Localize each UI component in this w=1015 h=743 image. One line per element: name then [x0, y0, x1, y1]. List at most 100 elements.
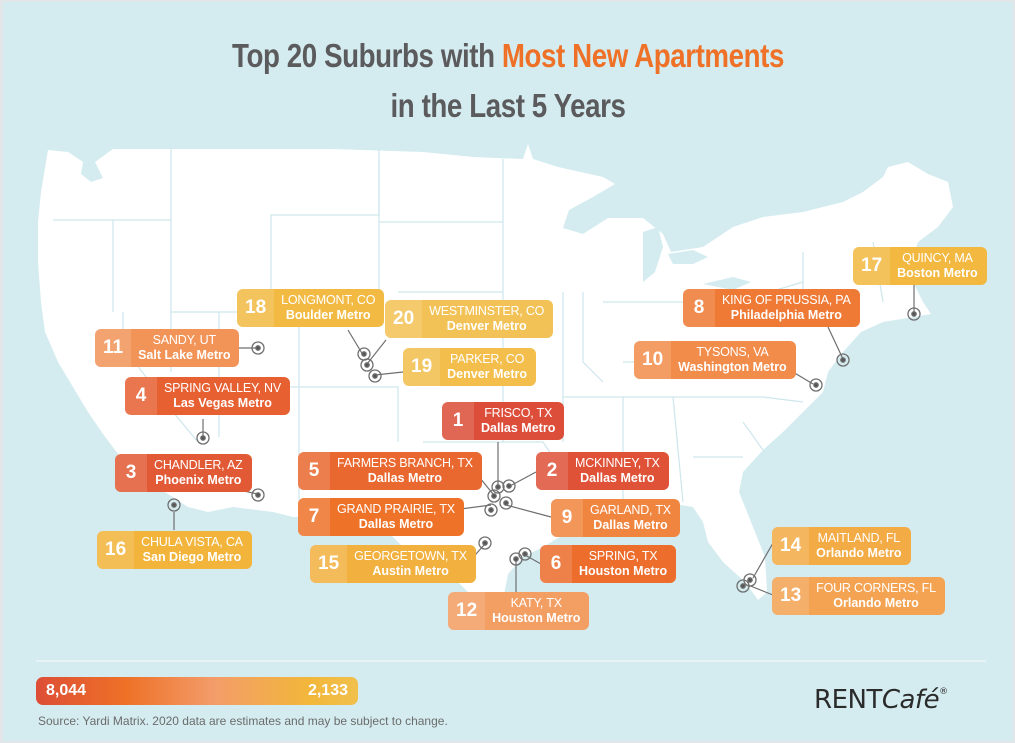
legend-gradient-bar: 8,044 2,133 [36, 677, 358, 705]
suburb-tag-11: 11 SANDY, UT Salt Lake Metro [95, 329, 240, 367]
suburb-tag-17: 17 QUINCY, MA Boston Metro [853, 247, 987, 285]
suburb-tag-8: 8 KING OF PRUSSIA, PA Philadelphia Metro [683, 289, 860, 327]
rank-badge: 1 [442, 402, 474, 440]
suburb-tag-14: 14 MAITLAND, FL Orlando Metro [772, 527, 911, 565]
suburb-city: MAITLAND, FL [817, 531, 901, 545]
suburb-metro: Dallas Metro [580, 471, 655, 485]
rank-badge: 5 [298, 452, 330, 490]
suburb-tag-9: 9 GARLAND, TX Dallas Metro [551, 499, 680, 537]
rank-badge: 10 [634, 341, 672, 379]
suburb-metro: Phoenix Metro [155, 473, 242, 487]
pin-grand-prairie [484, 503, 498, 517]
great-lakes [569, 197, 751, 290]
rank-badge: 11 [95, 329, 132, 367]
divider [36, 660, 986, 662]
pin-parker [368, 369, 382, 383]
suburb-metro: Denver Metro [446, 319, 527, 333]
logo-rent: RENT [814, 685, 882, 715]
pin-frisco [491, 480, 505, 494]
pin-tysons [809, 378, 823, 392]
suburb-city: KATY, TX [510, 596, 562, 610]
pin-spring-valley [196, 431, 210, 445]
suburb-city: QUINCY, MA [902, 251, 973, 265]
title-line-2: in the Last 5 Years [390, 87, 626, 124]
pin-sandy [251, 341, 265, 355]
suburb-metro: Orlando Metro [816, 546, 902, 560]
rank-badge: 2 [536, 452, 568, 490]
suburb-metro: Salt Lake Metro [138, 348, 231, 362]
registered-mark: ® [939, 687, 948, 697]
suburb-city: SPRING, TX [588, 549, 658, 563]
suburb-city: TYSONS, VA [696, 345, 769, 359]
suburb-city: GARLAND, TX [590, 503, 671, 517]
rank-badge: 17 [853, 247, 891, 285]
suburb-city: FRISCO, TX [484, 406, 553, 420]
title-prefix: Top 20 Suburbs with [232, 37, 502, 74]
location-pins [167, 307, 921, 593]
pin-westminster [360, 358, 374, 372]
suburb-city: GEORGETOWN, TX [354, 549, 467, 563]
suburb-metro: Orlando Metro [833, 596, 919, 610]
pin-katy [509, 552, 523, 566]
suburb-metro: Dallas Metro [367, 471, 443, 485]
suburb-city: MCKINNEY, TX [575, 456, 660, 470]
pin-farmers-branch [487, 489, 501, 503]
logo-cafe: Café [881, 685, 940, 715]
pin-maitland [743, 573, 757, 587]
suburb-tag-3: 3 CHANDLER, AZ Phoenix Metro [115, 454, 252, 492]
rank-badge: 18 [237, 289, 275, 327]
title-highlight: Most New Apartments [501, 37, 785, 74]
suburb-metro: Dallas Metro [593, 518, 668, 532]
rank-badge: 8 [683, 289, 715, 327]
suburb-metro: Dallas Metro [481, 421, 556, 435]
suburb-metro: Las Vegas Metro [173, 396, 272, 410]
suburb-tag-10: 10 TYSONS, VA Washington Metro [634, 341, 796, 379]
suburb-metro: Dallas Metro [358, 517, 434, 531]
suburb-city: WESTMINSTER, CO [429, 304, 545, 318]
rank-badge: 13 [772, 577, 810, 615]
suburb-city: LONGMONT, CO [281, 293, 376, 307]
suburb-tag-7: 7 GRAND PRAIRIE, TX Dallas Metro [298, 498, 464, 536]
suburb-metro: Boulder Metro [285, 308, 371, 322]
suburb-metro: Boston Metro [897, 266, 978, 280]
suburb-tag-18: 18 LONGMONT, CO Boulder Metro [237, 289, 385, 327]
pin-chandler [251, 488, 265, 502]
suburb-tag-15: 15 GEORGETOWN, TX Austin Metro [310, 545, 476, 583]
rank-badge: 6 [540, 545, 572, 583]
suburb-city: SANDY, UT [152, 333, 216, 347]
suburb-city: CHULA VISTA, CA [141, 535, 243, 549]
rank-badge: 3 [115, 454, 147, 492]
rank-badge: 16 [97, 531, 135, 569]
suburb-tag-4: 4 SPRING VALLEY, NV Las Vegas Metro [125, 377, 291, 415]
suburb-tag-19: 19 PARKER, CO Denver Metro [403, 348, 537, 386]
rank-badge: 14 [772, 527, 810, 565]
suburb-city: FOUR CORNERS, FL [816, 581, 936, 595]
infographic: Top 20 Suburbs with Most New Apartments … [3, 2, 1013, 741]
suburb-metro: San Diego Metro [142, 550, 242, 564]
suburb-metro: Denver Metro [447, 367, 528, 381]
suburb-city: GRAND PRAIRIE, TX [337, 502, 455, 516]
suburb-city: SPRING VALLEY, NV [164, 381, 282, 395]
suburb-tag-20: 20 WESTMINSTER, CO Denver Metro [385, 300, 554, 338]
suburb-city: CHANDLER, AZ [154, 458, 243, 472]
pin-georgetown [478, 536, 492, 550]
suburb-metro: Austin Metro [372, 564, 449, 578]
suburb-tag-12: 12 KATY, TX Houston Metro [448, 592, 590, 630]
rank-badge: 7 [298, 498, 330, 536]
suburb-tag-16: 16 CHULA VISTA, CA San Diego Metro [97, 531, 252, 569]
pin-quincy [907, 307, 921, 321]
pin-king-of-prussia [836, 353, 850, 367]
rank-badge: 19 [403, 348, 441, 386]
suburb-metro: Houston Metro [492, 611, 581, 625]
suburb-metro: Philadelphia Metro [730, 308, 842, 322]
suburb-metro: Washington Metro [678, 360, 787, 374]
suburb-tag-13: 13 FOUR CORNERS, FL Orlando Metro [772, 577, 945, 615]
legend-max-label: 8,044 [46, 682, 87, 699]
rank-badge: 4 [125, 377, 157, 415]
rank-badge: 12 [448, 592, 486, 630]
pin-mckinney [502, 479, 516, 493]
pin-garland [499, 496, 513, 510]
legend-min-label: 2,133 [307, 682, 348, 699]
suburb-tag-5: 5 FARMERS BRANCH, TX Dallas Metro [298, 452, 482, 490]
pin-four-corners [736, 579, 750, 593]
